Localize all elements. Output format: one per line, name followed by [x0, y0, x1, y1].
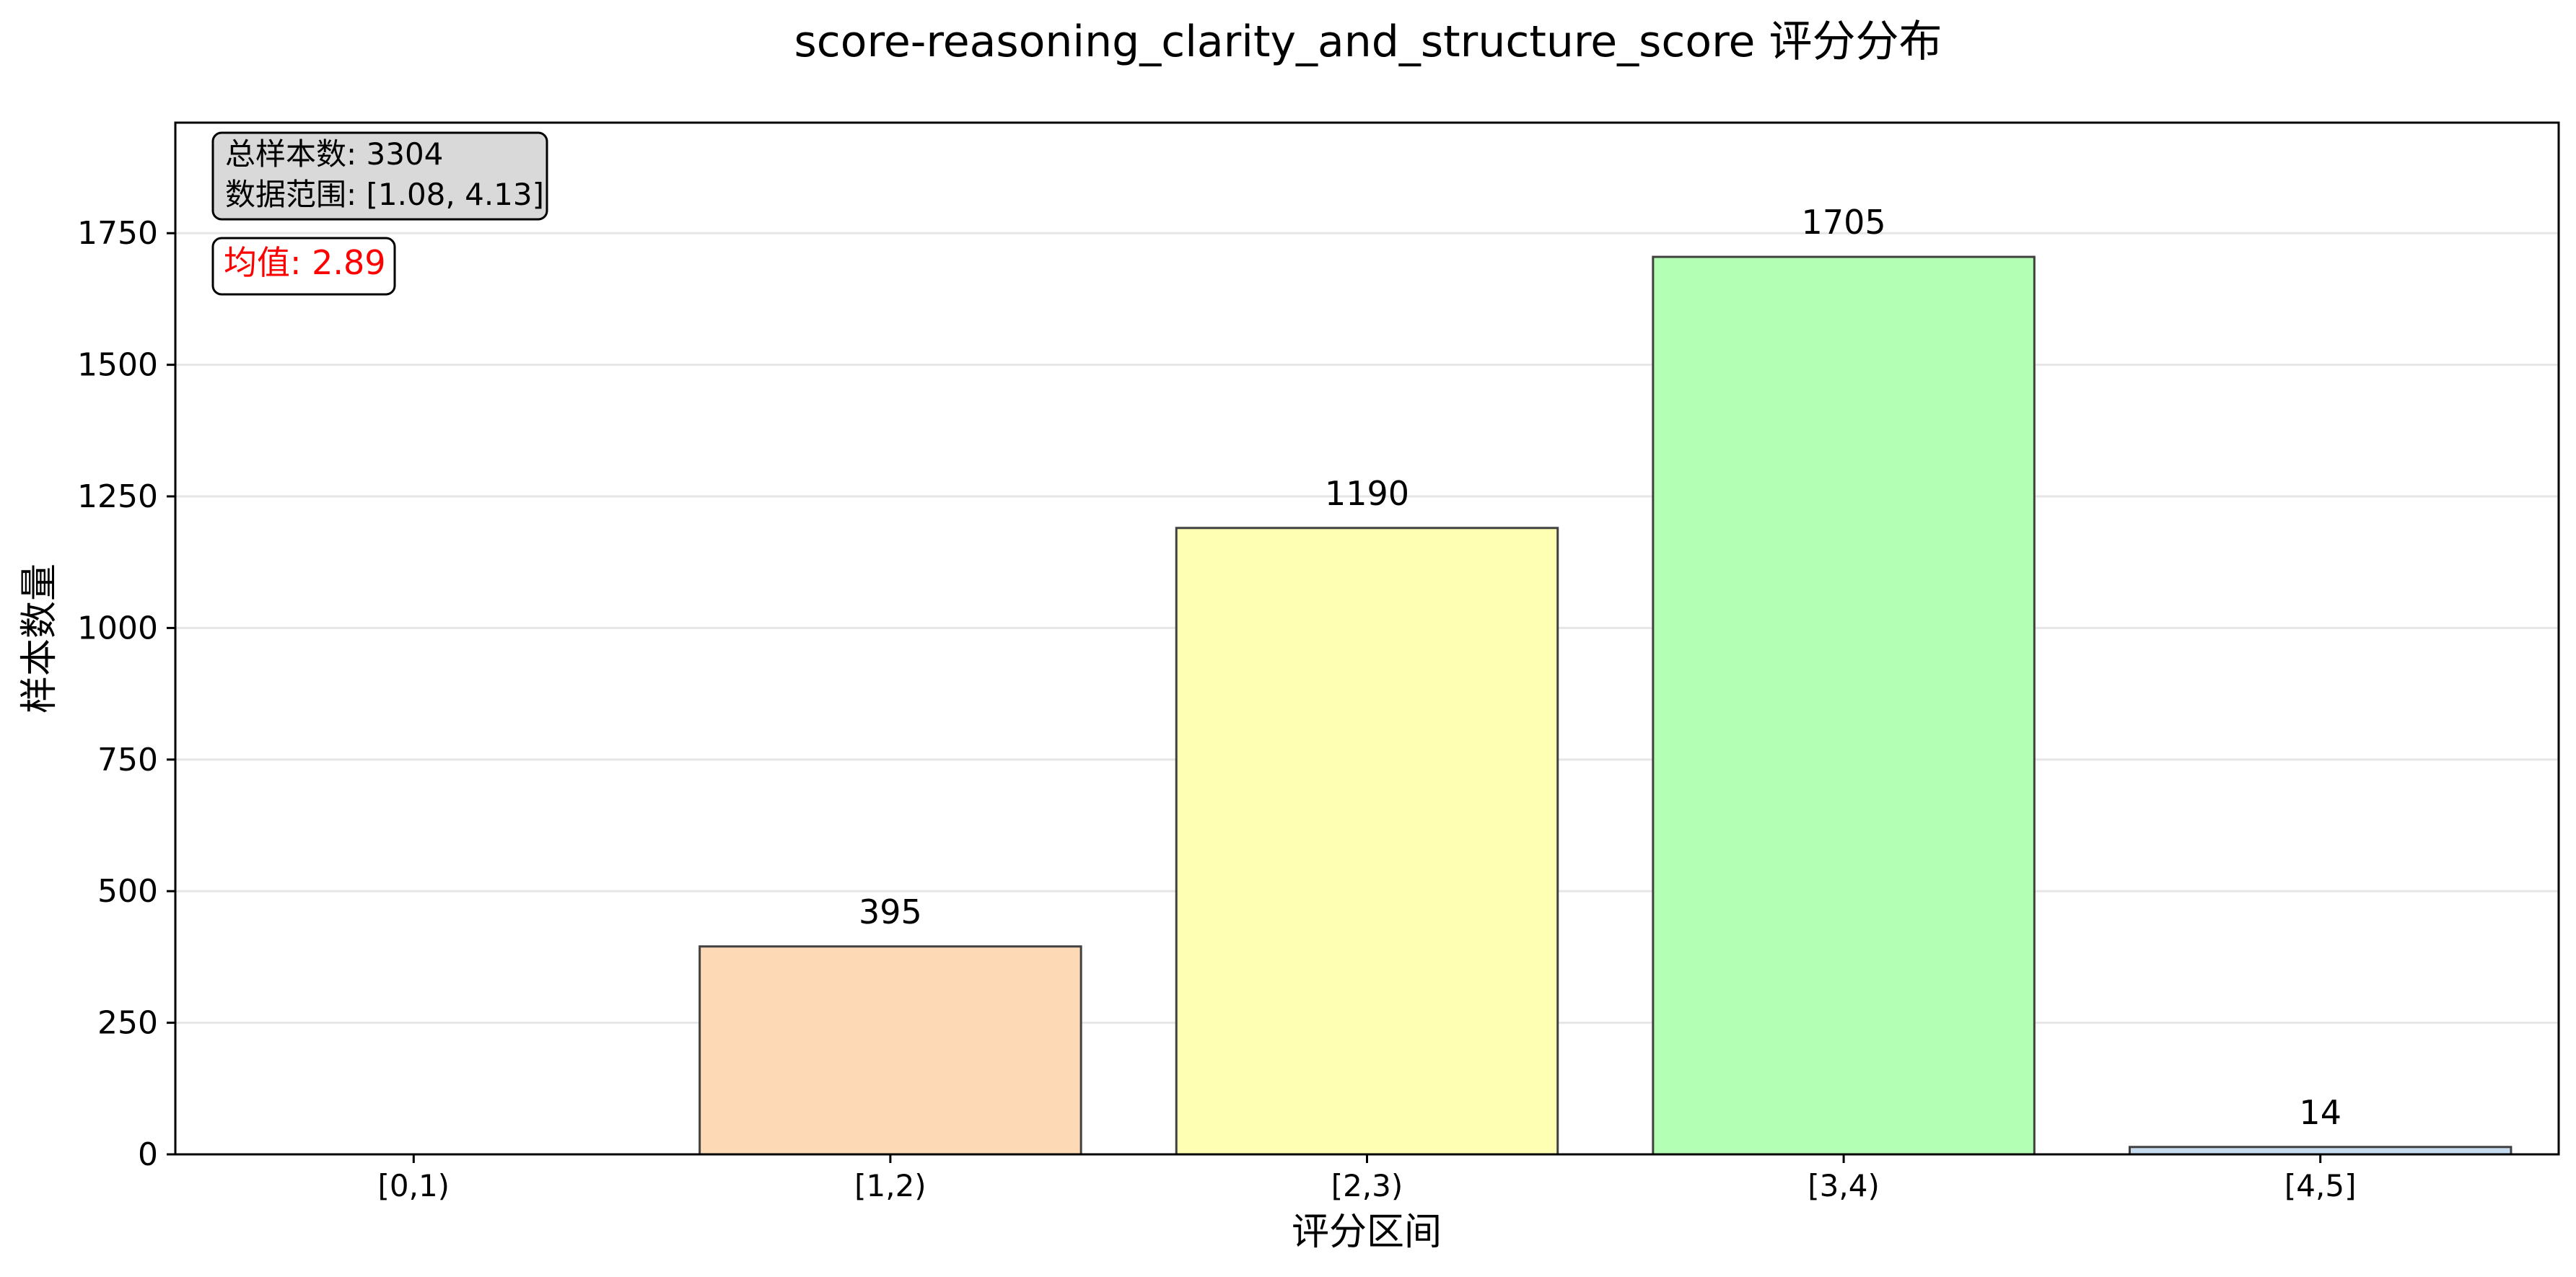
- x-tick-label: [2,3): [1331, 1168, 1403, 1203]
- bar: [1652, 255, 2036, 1156]
- bar: [1175, 527, 1559, 1156]
- mean-box: 均值: 2.89: [211, 237, 396, 296]
- y-tick-label: 500: [97, 873, 158, 910]
- stats-box-background: [211, 131, 548, 221]
- y-tick-label: 1000: [77, 610, 158, 646]
- mean-value: 均值: 2.89: [224, 243, 386, 282]
- chart-title: score-reasoning_clarity_and_structure_sc…: [794, 17, 1942, 67]
- data-label: 1705: [1802, 203, 1886, 242]
- y-axis-label: 样本数量: [18, 563, 61, 714]
- y-tick-label: 1750: [77, 215, 158, 252]
- data-label: 14: [2299, 1093, 2341, 1132]
- y-tick-label: 1500: [77, 347, 158, 384]
- data-labels: 395 1190 1705 14: [859, 203, 2341, 1132]
- stats-data-range: 数据范围: [1.08, 4.13]: [225, 177, 544, 212]
- bar: [2128, 1146, 2513, 1156]
- y-tick-label: 0: [138, 1136, 158, 1173]
- x-tick-label: [4,5]: [2284, 1168, 2357, 1203]
- x-axis-label: 评分区间: [1292, 1211, 1442, 1254]
- data-label: 395: [859, 892, 922, 931]
- stats-total-samples: 总样本数: 3304: [225, 136, 443, 172]
- y-tick-label: 1250: [77, 478, 158, 515]
- y-axis-ticks: 0 250 500 750 1000 1250 1500 1750: [77, 215, 175, 1173]
- mean-box-background: [211, 237, 396, 296]
- y-tick-label: 250: [97, 1005, 158, 1042]
- data-label: 1190: [1325, 474, 1409, 513]
- x-tick-label: [1,2): [854, 1168, 926, 1203]
- y-tick-label: 750: [97, 742, 158, 778]
- x-axis-ticks: [0,1) [1,2) [2,3) [3,4) [4,5]: [378, 1154, 2357, 1203]
- stats-box: 总样本数: 3304 数据范围: [1.08, 4.13]: [211, 131, 548, 221]
- bar: [698, 945, 1082, 1156]
- x-tick-label: [0,1): [378, 1168, 450, 1203]
- x-tick-label: [3,4): [1808, 1168, 1880, 1203]
